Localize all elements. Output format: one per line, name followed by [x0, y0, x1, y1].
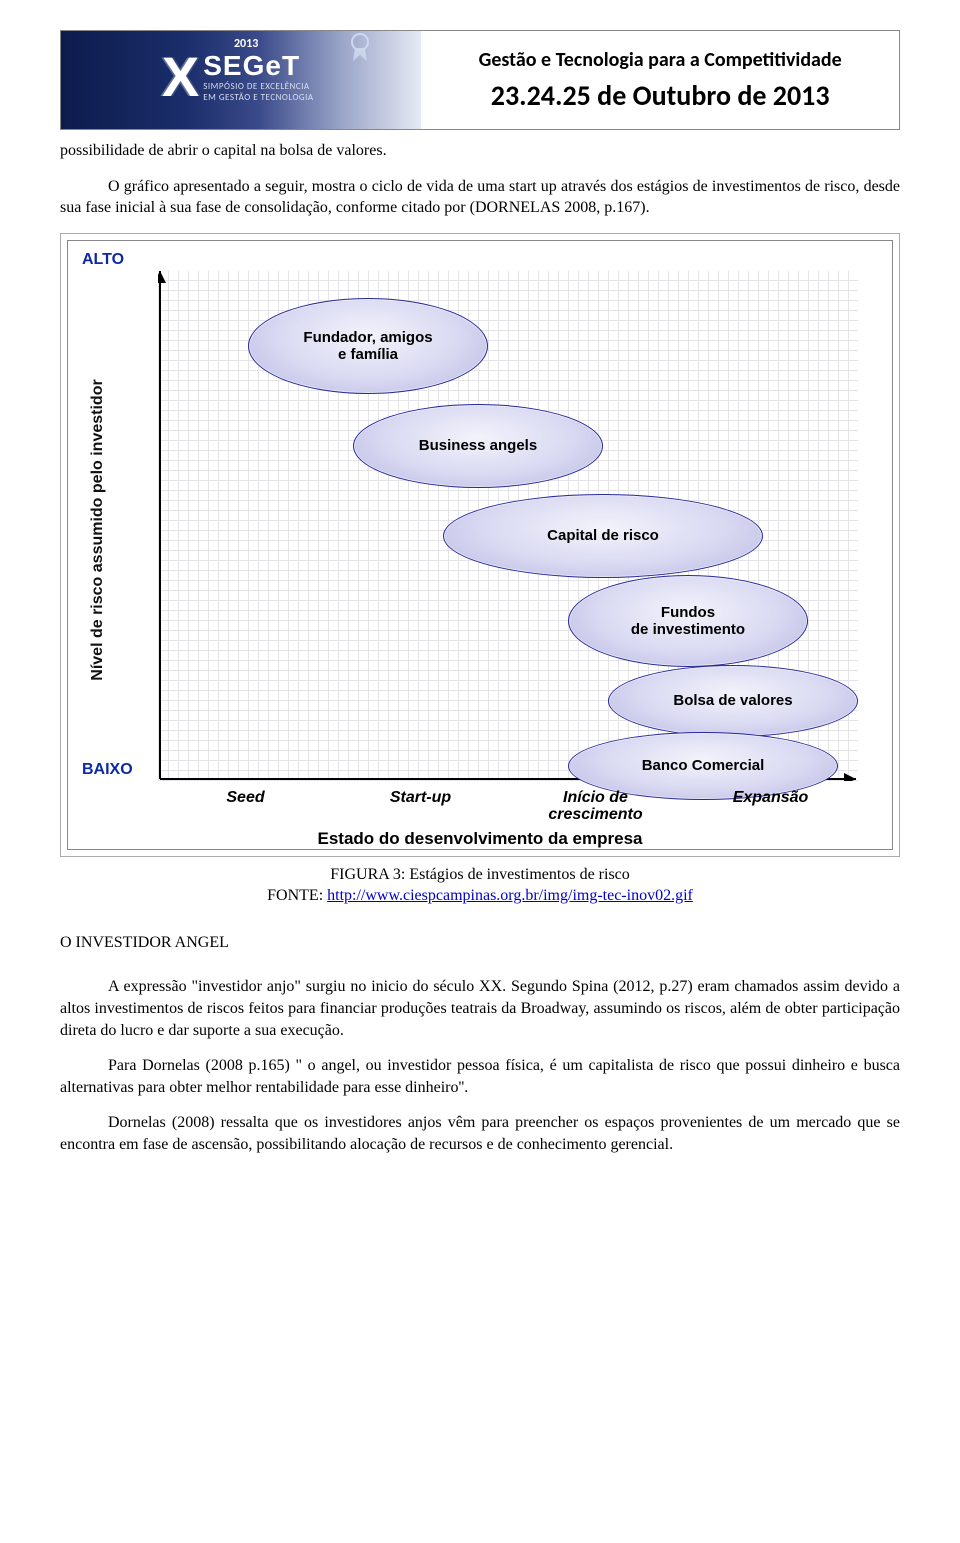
seget-acronym: SEGeT: [203, 52, 313, 80]
x-tick-label: Expansão: [683, 789, 858, 831]
x-axis-label: Estado do desenvolvimento da empresa: [318, 829, 643, 849]
figure-caption-line1: FIGURA 3: Estágios de investimentos de r…: [330, 866, 630, 883]
y-top-label: ALTO: [82, 251, 124, 269]
x-tick-label: Start-up: [333, 789, 508, 831]
figure-source-link[interactable]: http://www.ciespcampinas.org.br/img/img-…: [327, 887, 693, 904]
banner-title: Gestão e Tecnologia para a Competitivida…: [479, 48, 842, 72]
ribbon-icon: [349, 33, 371, 68]
x-ticks: SeedStart-upInício decrescimentoExpansão: [158, 789, 858, 831]
x-tick-label: Início decrescimento: [508, 789, 683, 831]
diagram-node: Bolsa de valores: [608, 665, 858, 737]
banner-logo-panel: 2013 X SEGeT SIMPÓSIO DE EXCELÊNCIA EM G…: [61, 31, 421, 129]
seget-x-icon: X: [162, 49, 199, 105]
seget-sub2: EM GESTÃO E TECNOLOGIA: [203, 93, 313, 102]
figure-canvas: ALTO BAIXO Nível de risco assumido pelo …: [67, 240, 893, 850]
intro-paragraph: O gráfico apresentado a seguir, mostra o…: [60, 176, 900, 219]
seget-sub1: SIMPÓSIO DE EXCELÊNCIA: [203, 82, 313, 91]
body-p3: Dornelas (2008) ressalta que os investid…: [60, 1112, 900, 1155]
diagram-node: Fundador, amigose família: [248, 298, 488, 394]
banner-dates: 23.24.25 de Outubro de 2013: [491, 78, 830, 113]
x-tick-label: Seed: [158, 789, 333, 831]
figure-3: ALTO BAIXO Nível de risco assumido pelo …: [60, 233, 900, 857]
conference-banner: 2013 X SEGeT SIMPÓSIO DE EXCELÊNCIA EM G…: [60, 30, 900, 130]
figure-caption-prefix: FONTE:: [267, 887, 327, 904]
seget-logo: X SEGeT SIMPÓSIO DE EXCELÊNCIA EM GESTÃO…: [162, 49, 314, 105]
y-axis-label: Nível de risco assumido pelo investidor: [89, 290, 107, 770]
plot-area: Fundador, amigose família Business angels…: [158, 271, 858, 781]
figure-caption: FIGURA 3: Estágios de investimentos de r…: [60, 865, 900, 907]
diagram-node: Business angels: [353, 404, 603, 488]
section-heading: O INVESTIDOR ANGEL: [60, 934, 900, 952]
banner-title-panel: Gestão e Tecnologia para a Competitivida…: [421, 31, 899, 129]
diagram-node: Fundosde investimento: [568, 575, 808, 667]
body-p2: Para Dornelas (2008 p.165) " o angel, ou…: [60, 1055, 900, 1098]
body-p1: A expressão "investidor anjo" surgiu no …: [60, 976, 900, 1041]
diagram-node: Capital de risco: [443, 494, 763, 578]
intro-fragment: possibilidade de abrir o capital na bols…: [60, 140, 900, 162]
